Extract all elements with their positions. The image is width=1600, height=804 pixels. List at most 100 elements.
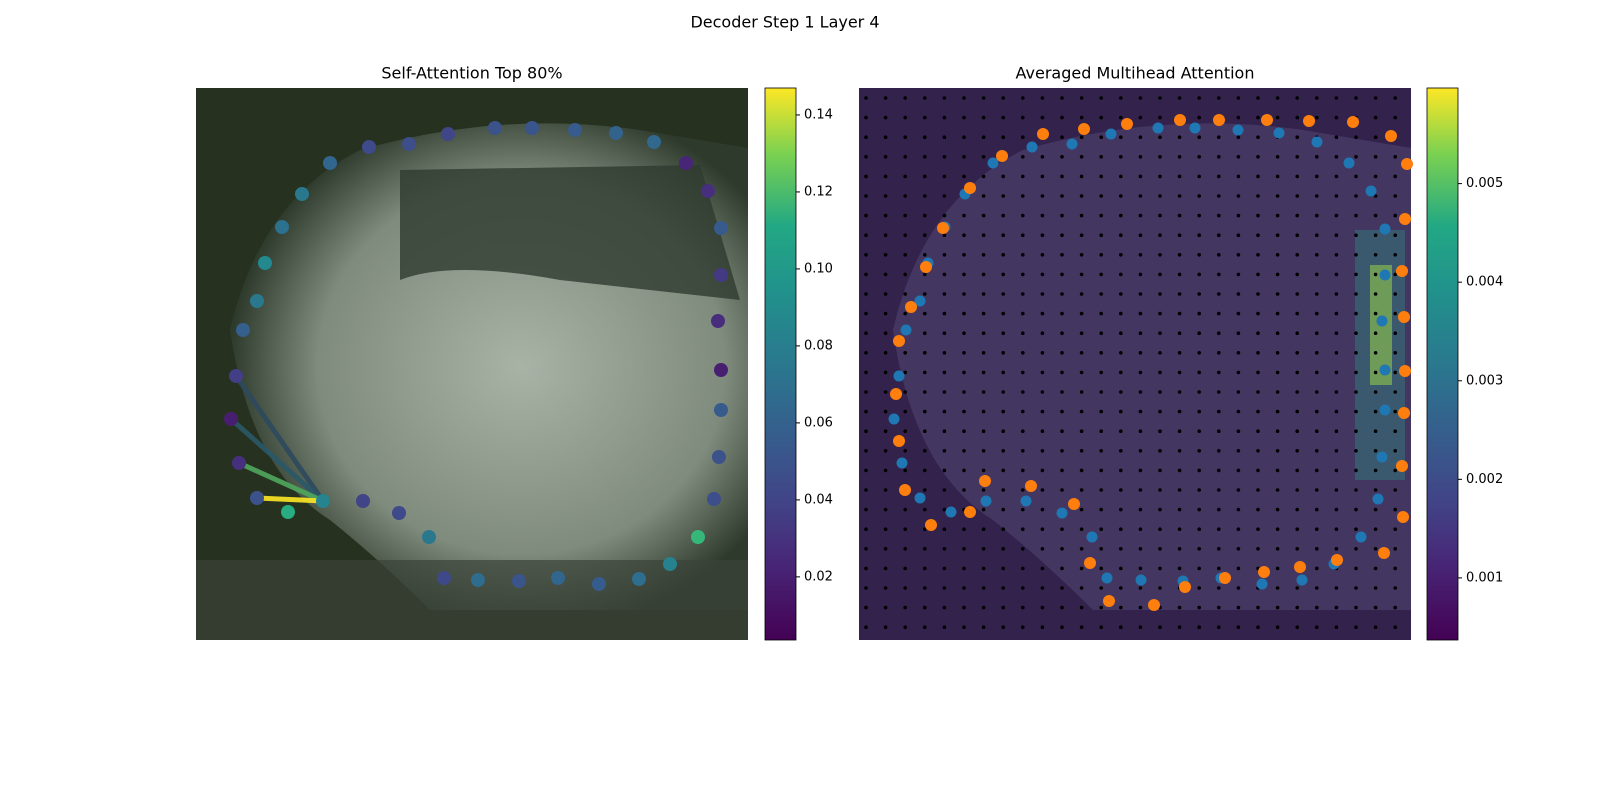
- grid-dot: [1393, 96, 1397, 100]
- grid-dot: [1315, 488, 1319, 492]
- grid-dot: [1236, 292, 1241, 296]
- reference-point: [1398, 311, 1410, 323]
- predicted-point: [1296, 574, 1308, 586]
- grid-dot: [942, 272, 947, 277]
- grid-dot: [1138, 311, 1143, 316]
- grid-dot: [1001, 194, 1005, 198]
- grid-dot: [883, 135, 888, 139]
- grid-dot: [1334, 272, 1339, 277]
- grid-dot: [942, 429, 947, 434]
- contour-point: [362, 140, 376, 154]
- grid-dot: [903, 194, 907, 198]
- grid-dot: [883, 311, 888, 316]
- grid-dot: [1236, 135, 1241, 139]
- grid-dot: [1060, 194, 1064, 198]
- contour-point: [275, 220, 289, 234]
- reference-point: [1331, 554, 1343, 566]
- reference-point: [1396, 460, 1408, 472]
- grid-dot: [1275, 174, 1280, 179]
- grid-dot: [1354, 488, 1358, 492]
- grid-dot: [1236, 566, 1241, 571]
- colorbar: [1426, 87, 1459, 641]
- reference-point: [1103, 595, 1115, 607]
- grid-dot: [962, 331, 966, 336]
- grid-dot: [962, 370, 966, 375]
- grid-dot: [1177, 96, 1182, 100]
- grid-dot: [942, 547, 947, 551]
- grid-dot: [1119, 213, 1123, 218]
- grid-dot: [1021, 213, 1025, 218]
- grid-dot: [1138, 96, 1143, 100]
- predicted-point: [1135, 574, 1147, 586]
- grid-dot: [1275, 547, 1280, 551]
- grid-dot: [883, 370, 888, 375]
- grid-dot: [1060, 390, 1064, 394]
- predicted-point: [1379, 364, 1391, 376]
- grid-dot: [1040, 272, 1045, 277]
- grid-dot: [864, 429, 868, 434]
- grid-dot: [1217, 527, 1221, 531]
- colorbar-tick-label: 0.14: [804, 107, 833, 122]
- grid-dot: [1119, 155, 1123, 159]
- grid-dot: [981, 390, 986, 394]
- grid-dot: [1256, 625, 1260, 629]
- grid-dot: [1060, 370, 1064, 375]
- grid-dot: [1236, 547, 1241, 551]
- grid-dot: [981, 292, 986, 296]
- grid-dot: [1256, 351, 1260, 355]
- grid-dot: [1040, 351, 1045, 355]
- grid-dot: [1099, 174, 1103, 179]
- grid-dot: [1119, 174, 1123, 179]
- grid-dot: [923, 292, 927, 296]
- grid-dot: [962, 566, 966, 571]
- grid-dot: [942, 625, 947, 629]
- grid-dot: [1158, 311, 1162, 316]
- grid-dot: [1393, 468, 1397, 473]
- grid-dot: [1354, 429, 1358, 434]
- grid-dot: [1354, 566, 1358, 571]
- grid-dot: [1236, 253, 1241, 257]
- reference-point: [1398, 407, 1410, 419]
- grid-dot: [1119, 96, 1123, 100]
- grid-dot: [1040, 233, 1045, 237]
- grid-dot: [1236, 468, 1241, 473]
- grid-dot: [883, 547, 888, 551]
- grid-dot: [962, 292, 966, 296]
- grid-dot: [1217, 311, 1221, 316]
- grid-dot: [864, 253, 868, 257]
- grid-dot: [864, 233, 868, 237]
- reference-point: [996, 150, 1008, 162]
- grid-dot: [1060, 586, 1064, 590]
- grid-dot: [1119, 449, 1123, 453]
- contour-point: [711, 314, 725, 328]
- grid-dot: [1393, 155, 1397, 159]
- contour-point: [701, 184, 715, 198]
- grid-dot: [1373, 194, 1378, 198]
- grid-dot: [903, 605, 907, 610]
- grid-dot: [1295, 370, 1299, 375]
- grid-dot: [883, 194, 888, 198]
- grid-dot: [1256, 155, 1260, 159]
- grid-dot: [1256, 547, 1260, 551]
- grid-dot: [1354, 586, 1358, 590]
- grid-dot: [1060, 566, 1064, 571]
- grid-dot: [923, 586, 927, 590]
- grid-dot: [1021, 625, 1025, 629]
- grid-dot: [1158, 625, 1162, 629]
- grid-dot: [1236, 449, 1241, 453]
- grid-dot: [1040, 547, 1045, 551]
- grid-dot: [1334, 507, 1339, 512]
- reference-point: [1148, 599, 1160, 611]
- grid-dot: [1334, 429, 1339, 434]
- grid-dot: [1021, 449, 1025, 453]
- predicted-point: [1379, 269, 1391, 281]
- colorbar-tick-label: 0.02: [804, 569, 833, 584]
- predicted-point: [1379, 404, 1391, 416]
- grid-dot: [1354, 233, 1358, 237]
- grid-dot: [1197, 351, 1201, 355]
- grid-dot: [981, 449, 986, 453]
- grid-dot: [981, 155, 986, 159]
- reference-point: [1401, 158, 1413, 170]
- grid-dot: [981, 194, 986, 198]
- grid-dot: [903, 625, 907, 629]
